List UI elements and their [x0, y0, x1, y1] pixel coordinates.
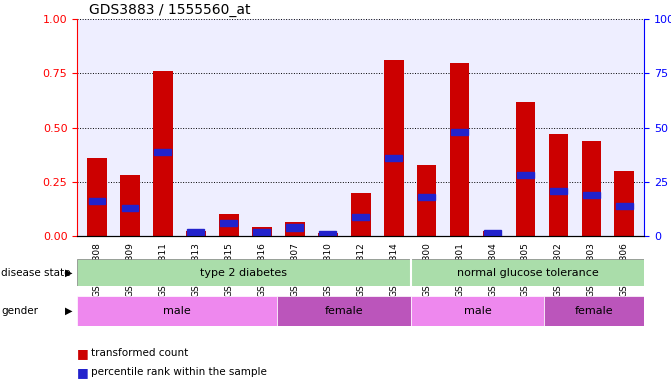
Bar	[77, 259, 411, 286]
Bar	[277, 296, 411, 326]
Bar	[352, 214, 369, 220]
Bar	[484, 230, 501, 236]
Bar	[287, 224, 303, 230]
Bar	[450, 63, 470, 236]
Text: ■: ■	[77, 347, 89, 360]
Bar	[515, 102, 535, 236]
Bar	[451, 129, 468, 135]
Bar	[89, 199, 105, 205]
Bar	[482, 231, 503, 236]
Bar	[517, 172, 534, 179]
Bar	[411, 296, 544, 326]
Bar	[411, 259, 644, 286]
Text: ▶: ▶	[65, 268, 72, 278]
Text: type 2 diabetes: type 2 diabetes	[201, 268, 287, 278]
Text: gender: gender	[1, 306, 38, 316]
Text: transformed count: transformed count	[91, 348, 188, 358]
Bar	[615, 171, 634, 236]
Bar	[254, 229, 270, 235]
Bar	[418, 194, 435, 200]
Text: male: male	[163, 306, 191, 316]
Bar	[583, 192, 600, 198]
Text: ▶: ▶	[65, 306, 72, 316]
Bar	[550, 187, 567, 194]
Text: female: female	[575, 306, 613, 316]
Text: disease state: disease state	[1, 268, 71, 278]
Text: GDS3883 / 1555560_at: GDS3883 / 1555560_at	[89, 3, 250, 17]
Bar	[77, 296, 277, 326]
Bar	[153, 71, 172, 236]
Bar	[121, 205, 138, 211]
Bar	[319, 231, 336, 237]
Bar	[285, 222, 305, 236]
Bar	[318, 233, 338, 236]
Bar	[384, 60, 403, 236]
Bar	[582, 141, 601, 236]
Bar	[417, 165, 436, 236]
Bar	[187, 229, 204, 235]
Bar	[219, 214, 239, 236]
Bar	[120, 175, 140, 236]
Bar	[616, 203, 633, 209]
Bar	[351, 193, 370, 236]
Bar	[549, 134, 568, 236]
Bar	[544, 296, 644, 326]
Text: ■: ■	[77, 366, 89, 379]
Bar	[252, 227, 272, 236]
Bar	[87, 158, 107, 236]
Text: male: male	[464, 306, 491, 316]
Text: normal glucose tolerance: normal glucose tolerance	[456, 268, 599, 278]
Bar	[385, 155, 402, 161]
Bar	[220, 220, 238, 226]
Text: female: female	[325, 306, 363, 316]
Bar	[186, 231, 206, 236]
Text: percentile rank within the sample: percentile rank within the sample	[91, 367, 266, 377]
Bar	[154, 149, 171, 155]
